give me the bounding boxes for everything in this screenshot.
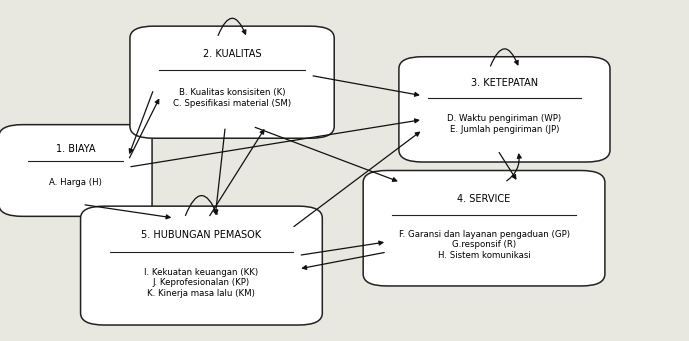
Text: I. Kekuatan keuangan (KK)
J. Keprofesionalan (KP)
K. Kinerja masa lalu (KM): I. Kekuatan keuangan (KK) J. Keprofesion… xyxy=(145,268,258,298)
FancyBboxPatch shape xyxy=(81,206,322,325)
FancyBboxPatch shape xyxy=(399,57,610,162)
FancyBboxPatch shape xyxy=(0,125,152,216)
Text: 4. SERVICE: 4. SERVICE xyxy=(457,194,511,204)
Text: B. Kualitas konsisiten (K)
C. Spesifikasi material (SM): B. Kualitas konsisiten (K) C. Spesifikas… xyxy=(173,88,291,108)
Text: 3. KETEPATAN: 3. KETEPATAN xyxy=(471,78,538,88)
Text: 2. KUALITAS: 2. KUALITAS xyxy=(203,49,261,59)
Text: 1. BIAYA: 1. BIAYA xyxy=(56,144,95,154)
Text: F. Garansi dan layanan pengaduan (GP)
G.responsif (R)
H. Sistem komunikasi: F. Garansi dan layanan pengaduan (GP) G.… xyxy=(398,230,570,260)
FancyBboxPatch shape xyxy=(130,26,334,138)
FancyBboxPatch shape xyxy=(363,170,605,286)
Text: 5. HUBUNGAN PEMASOK: 5. HUBUNGAN PEMASOK xyxy=(141,230,262,240)
Text: A. Harga (H): A. Harga (H) xyxy=(49,178,102,187)
Text: D. Waktu pengiriman (WP)
E. Jumlah pengiriman (JP): D. Waktu pengiriman (WP) E. Jumlah pengi… xyxy=(447,114,562,134)
